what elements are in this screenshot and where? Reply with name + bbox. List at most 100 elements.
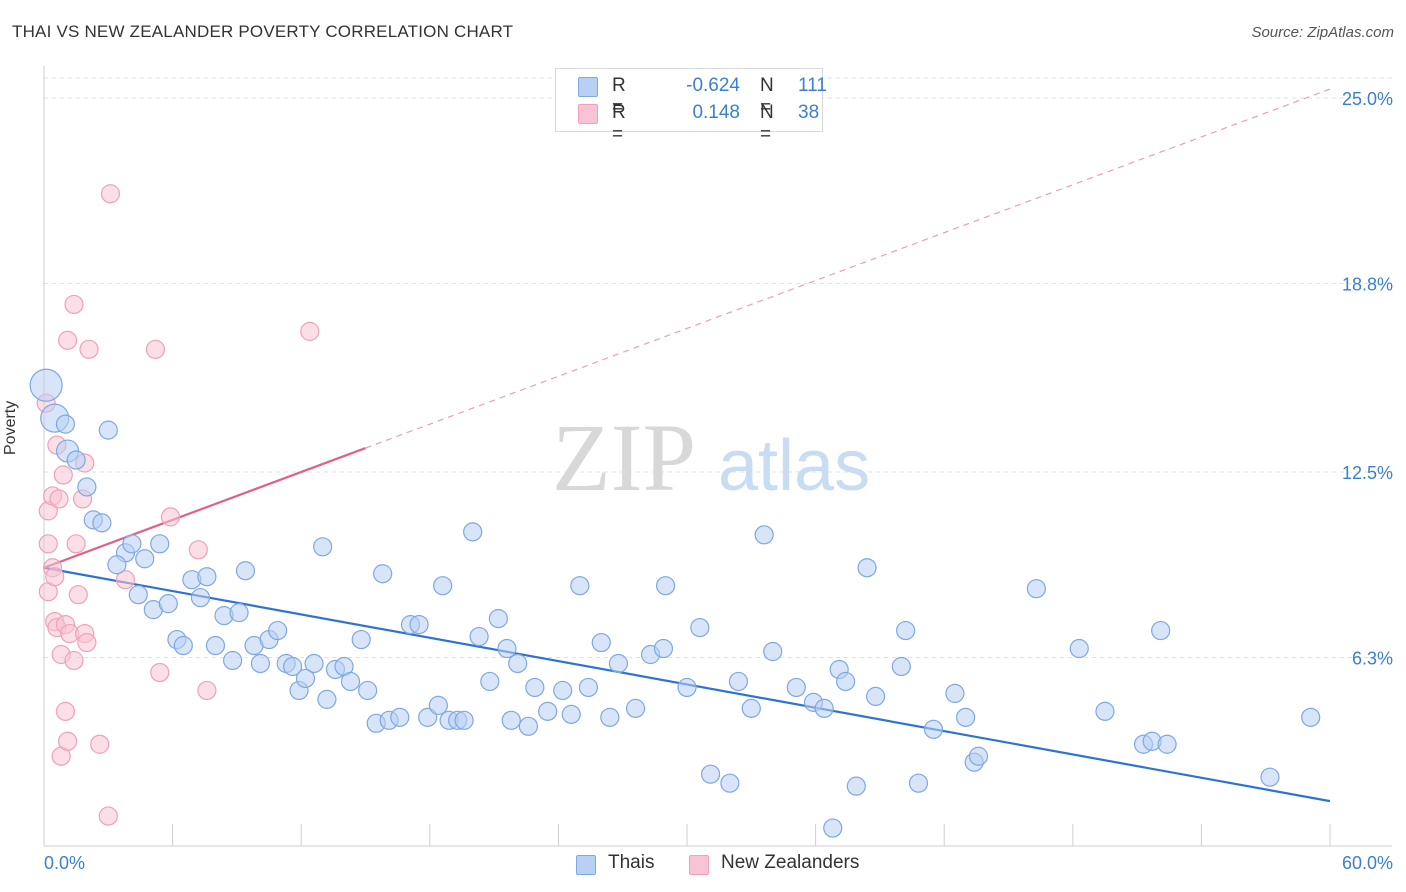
data-point-thais <box>956 707 976 727</box>
data-point-nz <box>66 534 86 554</box>
data-point-nz <box>300 321 320 341</box>
data-point-thais <box>857 558 877 578</box>
legend-swatch-nz <box>578 104 598 124</box>
data-point-thais <box>418 707 438 727</box>
data-point-thais <box>428 695 448 715</box>
x-tick-labels: 0.0% 60.0% <box>44 853 1393 873</box>
data-point-thais <box>570 576 590 596</box>
data-point-thais <box>553 680 573 701</box>
data-point-nz <box>79 339 99 359</box>
data-point-thais <box>754 525 774 545</box>
data-point-thais <box>923 719 944 739</box>
data-point-thais <box>814 698 834 718</box>
data-point-thais <box>351 629 371 650</box>
data-point-thais <box>29 368 63 402</box>
legend-n-label: N = <box>760 102 774 145</box>
data-point-nz <box>45 567 65 587</box>
data-point-nz <box>53 465 73 485</box>
data-point-thais <box>390 707 410 727</box>
y-tick-label: 18.8% <box>1342 275 1393 295</box>
data-point-thais <box>578 677 599 698</box>
data-point-thais <box>135 549 155 569</box>
data-point-thais <box>66 450 86 470</box>
data-point-thais <box>561 704 581 724</box>
data-point-thais <box>741 698 761 718</box>
y-tick-label: 12.5% <box>1342 463 1393 483</box>
data-point-thais <box>700 764 721 784</box>
data-point-thais <box>55 414 76 434</box>
data-point-thais <box>1157 734 1177 754</box>
data-point-thais <box>591 632 611 653</box>
data-point-thais <box>197 567 217 587</box>
chart-title: THAI VS NEW ZEALANDER POVERTY CORRELATIO… <box>12 22 514 41</box>
data-point-thais <box>1260 767 1280 787</box>
data-point-thais <box>538 701 558 721</box>
data-points <box>29 184 1321 838</box>
data-point-thais <box>433 576 453 596</box>
data-point-thais <box>463 522 483 542</box>
data-point-thais <box>268 620 288 641</box>
data-point-thais <box>150 534 170 554</box>
data-point-thais <box>1301 707 1321 727</box>
source-credit: Source: ZipAtlas.com <box>1251 24 1394 41</box>
data-point-nz <box>38 534 58 554</box>
data-point-thais <box>608 653 629 674</box>
legend-n-label: N = <box>760 75 774 118</box>
data-point-thais <box>720 773 740 793</box>
axes <box>43 66 1392 847</box>
data-point-thais <box>313 537 333 557</box>
watermark: ZIP atlas <box>552 404 870 511</box>
data-point-thais <box>690 617 710 638</box>
data-point-thais <box>653 638 674 659</box>
data-point-thais <box>600 707 620 727</box>
data-point-thais <box>190 588 211 608</box>
data-point-thais <box>128 585 148 605</box>
legend-r-label: R = <box>612 75 626 118</box>
data-point-nz <box>197 680 217 701</box>
data-point-thais <box>836 671 856 692</box>
data-point-thais <box>896 620 916 641</box>
data-point-nz <box>160 507 181 527</box>
watermark-atlas: atlas <box>718 426 870 506</box>
legend-r-value: -0.624 <box>686 75 740 96</box>
data-point-thais <box>891 656 911 677</box>
correlation-legend: R = -0.624 N = 111 R = 0.148 N = 38 <box>555 68 827 145</box>
legend-r-value: 0.148 <box>692 102 740 123</box>
bottom-legend-swatch-thais <box>576 855 596 875</box>
data-point-thais <box>1026 579 1046 599</box>
data-point-thais <box>98 420 118 440</box>
data-point-nz <box>90 734 110 754</box>
data-point-thais <box>518 716 538 736</box>
data-point-thais <box>122 534 142 554</box>
data-point-thais <box>525 677 545 698</box>
data-point-thais <box>454 710 474 730</box>
data-point-thais <box>480 671 500 692</box>
data-point-thais <box>488 609 508 629</box>
legend-r-label: R = <box>612 102 626 145</box>
data-point-thais <box>283 656 303 677</box>
bottom-legend-swatch-nz <box>689 855 709 875</box>
data-point-thais <box>223 650 243 671</box>
data-point-thais <box>728 671 749 692</box>
data-point-nz <box>150 662 170 683</box>
data-point-thais <box>846 776 866 796</box>
data-point-thais <box>158 594 178 614</box>
data-point-thais <box>763 641 783 662</box>
data-point-thais <box>205 635 226 656</box>
data-point-nz <box>68 585 88 605</box>
watermark-zip: ZIP <box>552 404 696 511</box>
data-point-thais <box>625 698 646 718</box>
data-point-thais <box>250 653 271 674</box>
data-point-nz <box>98 806 118 826</box>
data-point-nz <box>57 731 78 751</box>
data-point-nz <box>49 489 69 509</box>
x-tick-label: 60.0% <box>1342 853 1393 873</box>
data-point-nz <box>145 339 166 359</box>
data-point-thais <box>235 561 256 581</box>
data-point-thais <box>295 668 316 689</box>
data-point-nz <box>64 650 84 671</box>
data-point-nz <box>100 184 121 204</box>
data-point-thais <box>866 686 886 707</box>
data-point-thais <box>1151 620 1171 641</box>
trend-line-nz <box>43 447 366 569</box>
